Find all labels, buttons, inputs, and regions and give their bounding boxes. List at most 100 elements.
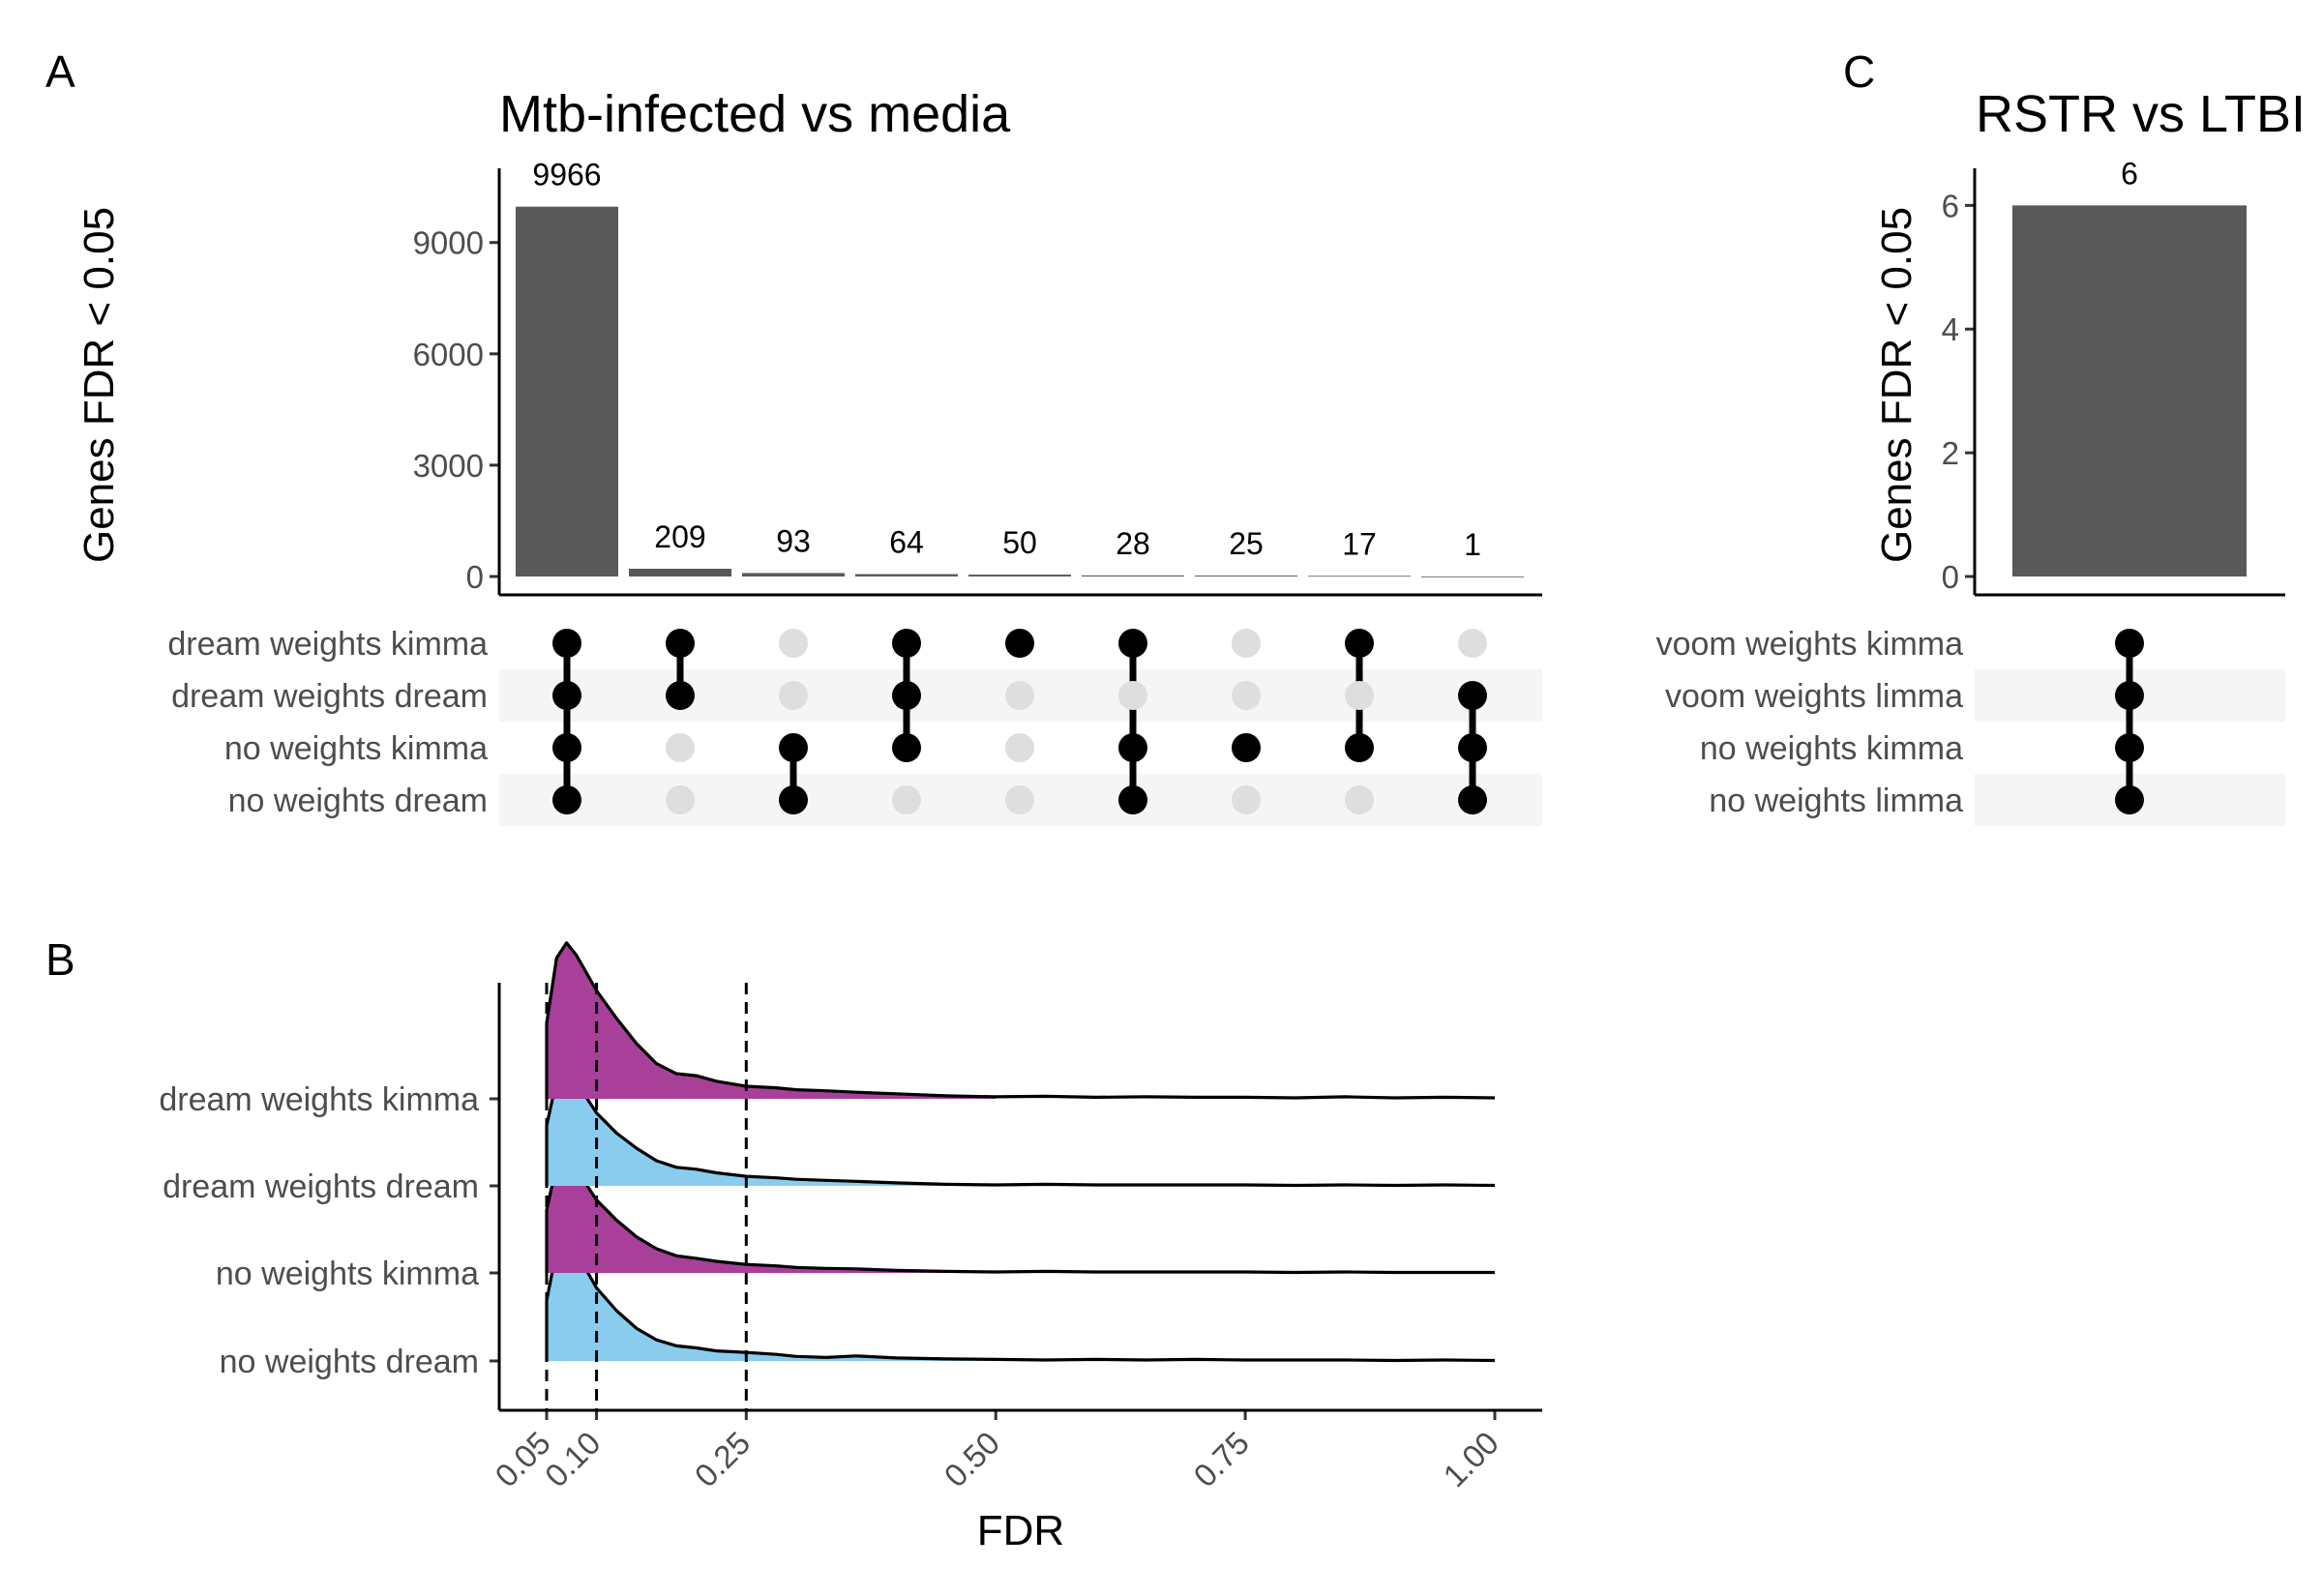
y-tick-label: 2: [1942, 435, 1959, 471]
matrix-dot-empty: [1345, 785, 1374, 814]
intersection-bar: [516, 206, 618, 576]
set-label: voom weights kimma: [1656, 626, 1964, 663]
matrix-dot-filled: [2115, 629, 2144, 658]
x-tick-label: 0.50: [938, 1425, 1007, 1494]
bar-value-label: 17: [1342, 526, 1377, 561]
ridge-fill: [547, 942, 997, 1099]
group-labels-b: no weights dream no weights kimma dream we…: [159, 1081, 499, 1380]
matrix-dot-filled: [1458, 681, 1487, 710]
matrix-dot-empty: [1232, 629, 1261, 658]
matrix-dot-empty: [1005, 733, 1034, 762]
y-tick-label: 6000: [413, 337, 484, 372]
matrix-dot-filled: [2115, 681, 2144, 710]
matrix-dot-empty: [779, 629, 808, 658]
panel-b: B no weights dream no weights kimma dream …: [45, 934, 1542, 1554]
bar-value-label: 28: [1116, 526, 1150, 561]
matrix-dot-filled: [2115, 785, 2144, 814]
panel-a: A Mtb-infected vs media Genes FDR < 0.05…: [45, 46, 1542, 826]
matrix-c: [2115, 629, 2144, 814]
matrix-dot-filled: [1345, 629, 1374, 658]
set-label: no weights kimma: [224, 730, 488, 767]
y-ticks-c: 0 2 4 6: [1942, 188, 1975, 595]
matrix-dot-empty: [1458, 629, 1487, 658]
matrix-dot-empty: [779, 681, 808, 710]
y-tick-label: 4: [1942, 311, 1959, 347]
x-tick-label: 0.10: [538, 1425, 608, 1494]
matrix-dot-empty: [1005, 681, 1034, 710]
bars-a: 9966 209 93 64 50 28 25 17 1: [516, 158, 1524, 577]
matrix-dot-filled: [1232, 733, 1261, 762]
set-label: no weights dream: [228, 783, 488, 819]
matrix-dot-filled: [1345, 733, 1374, 762]
matrix-dot-empty: [1232, 785, 1261, 814]
intersection-bar: [968, 575, 1071, 576]
bar-value-label: 25: [1229, 526, 1264, 561]
group-label: no weights kimma: [216, 1256, 479, 1292]
fdr-threshold-lines: [545, 983, 748, 1410]
matrix-dot-filled: [892, 629, 921, 658]
matrix-dot-filled: [779, 785, 808, 814]
matrix-dot-filled: [552, 733, 581, 762]
ridge-fill: [547, 1152, 997, 1273]
matrix-dot-filled: [892, 733, 921, 762]
panel-letter-b: B: [45, 934, 75, 985]
x-tick-label: 0.25: [688, 1425, 758, 1494]
set-label: dream weights kimma: [167, 626, 488, 663]
y-tick-label: 9000: [413, 225, 484, 261]
intersection-bar: [1421, 576, 1524, 577]
bars-c: 6: [2012, 156, 2247, 576]
set-label: no weights limma: [1709, 783, 1963, 819]
matrix-dot-filled: [779, 733, 808, 762]
matrix-dot-empty: [1005, 785, 1034, 814]
matrix-dot-filled: [1118, 785, 1147, 814]
matrix-dot-filled: [1118, 733, 1147, 762]
matrix-a: [552, 629, 1487, 814]
intersection-bar: [629, 568, 731, 576]
group-label: dream weights dream: [163, 1168, 479, 1205]
bar-value-label: 6: [2121, 156, 2138, 191]
panel-c: C RSTR vs LTBI Genes FDR < 0.05 6 0 2 4 6 v…: [1656, 46, 2306, 826]
group-label: dream weights kimma: [159, 1081, 479, 1118]
bar-value-label: 50: [1002, 525, 1037, 560]
y-axis-title-a: Genes FDR < 0.05: [75, 207, 123, 563]
set-labels-c: voom weights kimma voom weights limma no w…: [1656, 626, 1964, 819]
matrix-dot-empty: [892, 785, 921, 814]
panel-letter-a: A: [45, 46, 75, 97]
chart-title-a: Mtb-infected vs media: [499, 85, 1011, 143]
matrix-dot-filled: [552, 785, 581, 814]
matrix-dot-filled: [1005, 629, 1034, 658]
x-tick-label: 0.75: [1186, 1425, 1256, 1494]
x-axis-title-b: FDR: [977, 1507, 1064, 1554]
ridge-fill: [547, 1067, 997, 1186]
x-ticks-b: 0.050.10 0.25 0.50 0.75 1.00: [488, 1410, 1505, 1493]
bar-value-label: 9966: [532, 158, 601, 192]
matrix-dot-filled: [1458, 785, 1487, 814]
matrix-dot-empty: [1345, 681, 1374, 710]
matrix-dot-filled: [552, 681, 581, 710]
matrix-dot-empty: [1118, 681, 1147, 710]
matrix-dot-filled: [2115, 733, 2144, 762]
panel-letter-c: C: [1843, 46, 1875, 97]
bar-value-label: 64: [889, 525, 924, 560]
y-tick-label: 6: [1942, 188, 1959, 223]
set-label: dream weights dream: [171, 678, 488, 715]
x-tick-label: 1.00: [1436, 1425, 1505, 1494]
matrix-dot-empty: [666, 733, 695, 762]
matrix-dot-filled: [1458, 733, 1487, 762]
matrix-dot-empty: [666, 785, 695, 814]
y-axis-title-c: Genes FDR < 0.05: [1873, 207, 1920, 563]
matrix-dot-empty: [1232, 681, 1261, 710]
y-tick-label: 3000: [413, 448, 484, 484]
set-labels-a: dream weights kimma dream weights dream no…: [167, 626, 488, 819]
bar-value-label: 209: [654, 519, 705, 554]
chart-title-c: RSTR vs LTBI: [1976, 85, 2306, 143]
y-tick-label: 0: [1942, 559, 1959, 595]
ridge-outline: [545, 941, 1496, 1100]
ridgelines: [545, 941, 1496, 1363]
ridge-fill: [547, 1237, 997, 1361]
y-ticks-a: 0 3000 6000 9000: [413, 225, 499, 595]
matrix-dot-filled: [552, 629, 581, 658]
intersection-bar: [855, 574, 958, 576]
group-label: no weights dream: [220, 1344, 479, 1380]
